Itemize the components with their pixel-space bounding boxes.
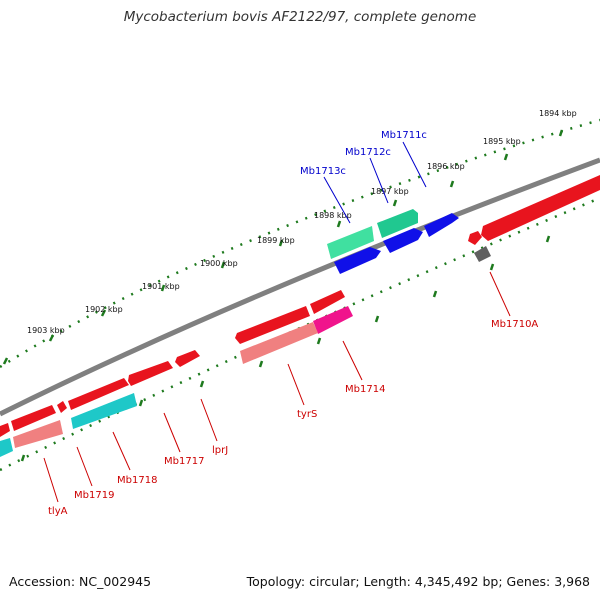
tick-mark [503, 153, 509, 161]
tick-mark [449, 180, 455, 188]
leader-mb1714 [342, 340, 363, 381]
outer-scale-arc [0, 118, 600, 369]
leader-mb1718 [112, 431, 131, 471]
label-mb1718[interactable]: Mb1718 [117, 475, 157, 486]
gene-tlya[interactable] [0, 423, 10, 437]
leader-tlya [43, 457, 59, 503]
tick-mark [160, 284, 166, 292]
cds-mb1713c[interactable] [327, 226, 374, 259]
tick-mark [48, 334, 55, 342]
leader-mb1710a [489, 271, 511, 317]
leader-mb1717 [163, 412, 181, 453]
gene-tyrs[interactable] [235, 306, 310, 344]
map-title: Mycobacterium bovis AF2122/97, complete … [123, 9, 477, 25]
cds-tlya[interactable] [0, 438, 13, 457]
scale-label-1903: 1903 kbp [27, 326, 65, 335]
gene-mb1713c[interactable] [334, 247, 381, 274]
gene-mb1714[interactable] [310, 290, 345, 314]
tick-mark [374, 315, 380, 323]
tick-mark [20, 454, 26, 462]
scale-label-1896: 1896 kbp [427, 162, 465, 171]
genome-backbone [0, 157, 600, 417]
tick-mark [100, 309, 107, 317]
scale-label-1900: 1900 kbp [200, 259, 238, 268]
label-mb1711c[interactable]: Mb1711c [381, 130, 427, 141]
gene-mb1710a[interactable] [481, 175, 600, 241]
leader-mb1713c [323, 176, 351, 224]
gene-mb1719[interactable] [11, 405, 56, 431]
tick-mark [336, 220, 342, 228]
leader-mb1712c [369, 157, 389, 204]
label-lprj[interactable]: lprJ [212, 445, 228, 456]
gene-mb1718[interactable] [68, 378, 129, 410]
label-tlya[interactable]: tlyA [48, 506, 68, 517]
label-tyrs[interactable]: tyrS [297, 409, 317, 420]
gene-mb1712c[interactable] [383, 228, 423, 253]
label-mb1712c[interactable]: Mb1712c [345, 147, 391, 158]
outer-major-ticks [2, 129, 564, 365]
leader-lprj [200, 398, 218, 442]
topology-text: Topology: circular; Length: 4,345,492 bp… [246, 574, 590, 589]
label-mb1717[interactable]: Mb1717 [164, 456, 204, 467]
cds-tyrs[interactable] [240, 322, 318, 364]
scale-label-1902: 1902 kbp [85, 305, 123, 314]
leader-tyrs [287, 363, 305, 406]
scale-label-1894: 1894 kbp [539, 109, 577, 118]
gene-mb1719-small[interactable] [57, 401, 67, 413]
gene-lprj[interactable] [175, 350, 200, 367]
tick-mark [278, 239, 284, 247]
cds-mb1719[interactable] [13, 420, 63, 448]
scale-label-1895: 1895 kbp [483, 137, 521, 146]
tick-mark [316, 337, 322, 345]
cds-mb1710a[interactable] [474, 246, 491, 262]
scale-label-1901: 1901 kbp [142, 282, 180, 291]
scale-label-1899: 1899 kbp [257, 236, 295, 245]
gene-mb1710a-small[interactable] [468, 231, 482, 245]
tick-mark [220, 261, 226, 269]
label-mb1713c[interactable]: Mb1713c [300, 166, 346, 177]
scale-label-1898: 1898 kbp [314, 211, 352, 220]
leader-mb1719 [76, 446, 93, 487]
tick-mark [545, 235, 551, 243]
tick-mark [2, 357, 9, 365]
inner-major-ticks [20, 235, 551, 462]
scale-label-1897: 1897 kbp [371, 187, 409, 196]
cds-mb1714[interactable] [313, 306, 353, 334]
label-mb1710a[interactable]: Mb1710A [491, 319, 538, 330]
leader-mb1711c [402, 141, 427, 188]
tick-mark [558, 129, 564, 137]
label-mb1719[interactable]: Mb1719 [74, 490, 114, 501]
gene-mb1711c[interactable] [424, 213, 459, 237]
cds-mb1712c[interactable] [377, 209, 418, 238]
tick-mark [489, 263, 495, 271]
tick-mark [199, 380, 205, 388]
gene-mb1717[interactable] [128, 361, 173, 386]
accession-text: Accession: NC_002945 [9, 574, 152, 589]
cds-mb1718[interactable] [71, 393, 137, 429]
tick-mark [138, 399, 144, 407]
label-mb1714[interactable]: Mb1714 [345, 384, 385, 395]
tick-mark [392, 199, 398, 207]
tick-mark [258, 360, 264, 368]
tick-mark [432, 290, 438, 298]
